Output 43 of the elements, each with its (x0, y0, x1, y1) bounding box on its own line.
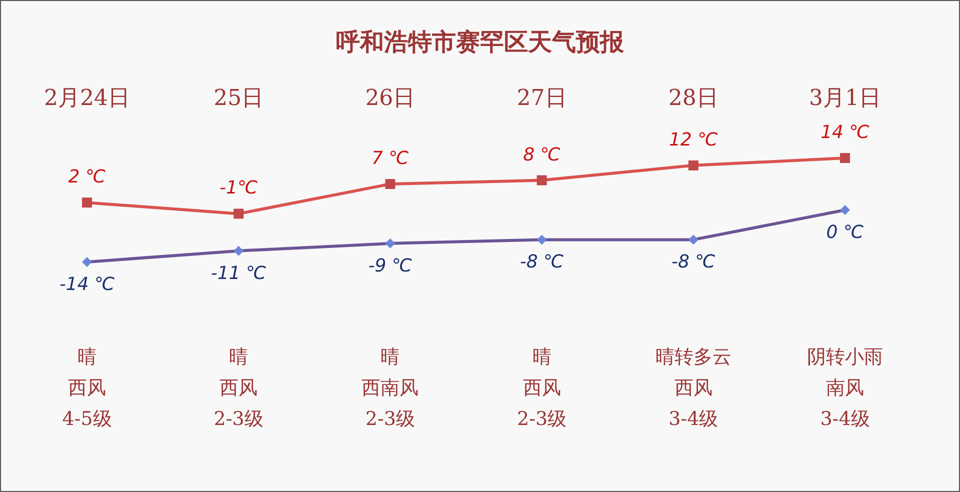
text: 晴转多云 (655, 346, 732, 368)
x-tick-label: 27日 (516, 86, 567, 111)
point (536, 175, 547, 186)
text: 3-4级 (668, 408, 718, 430)
data-label: -8 ℃ (520, 252, 564, 273)
data-label: -9 ℃ (368, 255, 412, 276)
point (234, 208, 244, 219)
text: 4-5级 (62, 408, 112, 430)
data-label: 7 ℃ (372, 148, 409, 169)
text: 阴转小雨 (807, 346, 883, 368)
data-label: 2 ℃ (68, 166, 106, 188)
chart-title: 呼和浩特市赛罕区天气预报 (336, 27, 625, 56)
x-tick-label: 3月1日 (809, 86, 881, 111)
data-label: -14 ℃ (59, 274, 115, 295)
x-tick-label: 2月24日 (44, 86, 130, 111)
data-label: 14 ℃ (820, 122, 870, 143)
text: 晴 (229, 346, 248, 368)
x-tick-label: 26日 (365, 86, 416, 111)
point (385, 179, 396, 189)
point (840, 153, 850, 163)
text: 晴 (380, 346, 400, 368)
text: 3-4级 (820, 408, 870, 430)
data-label: -8 ℃ (671, 252, 716, 273)
data-label: 0 ℃ (826, 222, 864, 243)
text: 西风 (674, 377, 712, 399)
data-label: 12 ℃ (668, 129, 718, 150)
text: 2-3级 (214, 408, 264, 430)
x-tick-label: 28日 (668, 86, 718, 111)
data-label: 8 ℃ (523, 144, 560, 166)
text: 西南风 (362, 377, 419, 399)
text: 西风 (522, 377, 561, 399)
text: 2-3级 (365, 408, 416, 430)
text: 晴 (78, 346, 96, 368)
data-label: -11 ℃ (210, 262, 266, 284)
text: 2-3级 (516, 408, 567, 430)
text: 西风 (68, 377, 106, 399)
data-label: -1℃ (220, 178, 258, 199)
point (82, 198, 92, 208)
text: 西风 (220, 377, 258, 399)
text: 南风 (826, 377, 864, 399)
text: 晴 (532, 346, 552, 368)
x-tick-label: 25日 (214, 86, 264, 111)
point (688, 160, 698, 170)
